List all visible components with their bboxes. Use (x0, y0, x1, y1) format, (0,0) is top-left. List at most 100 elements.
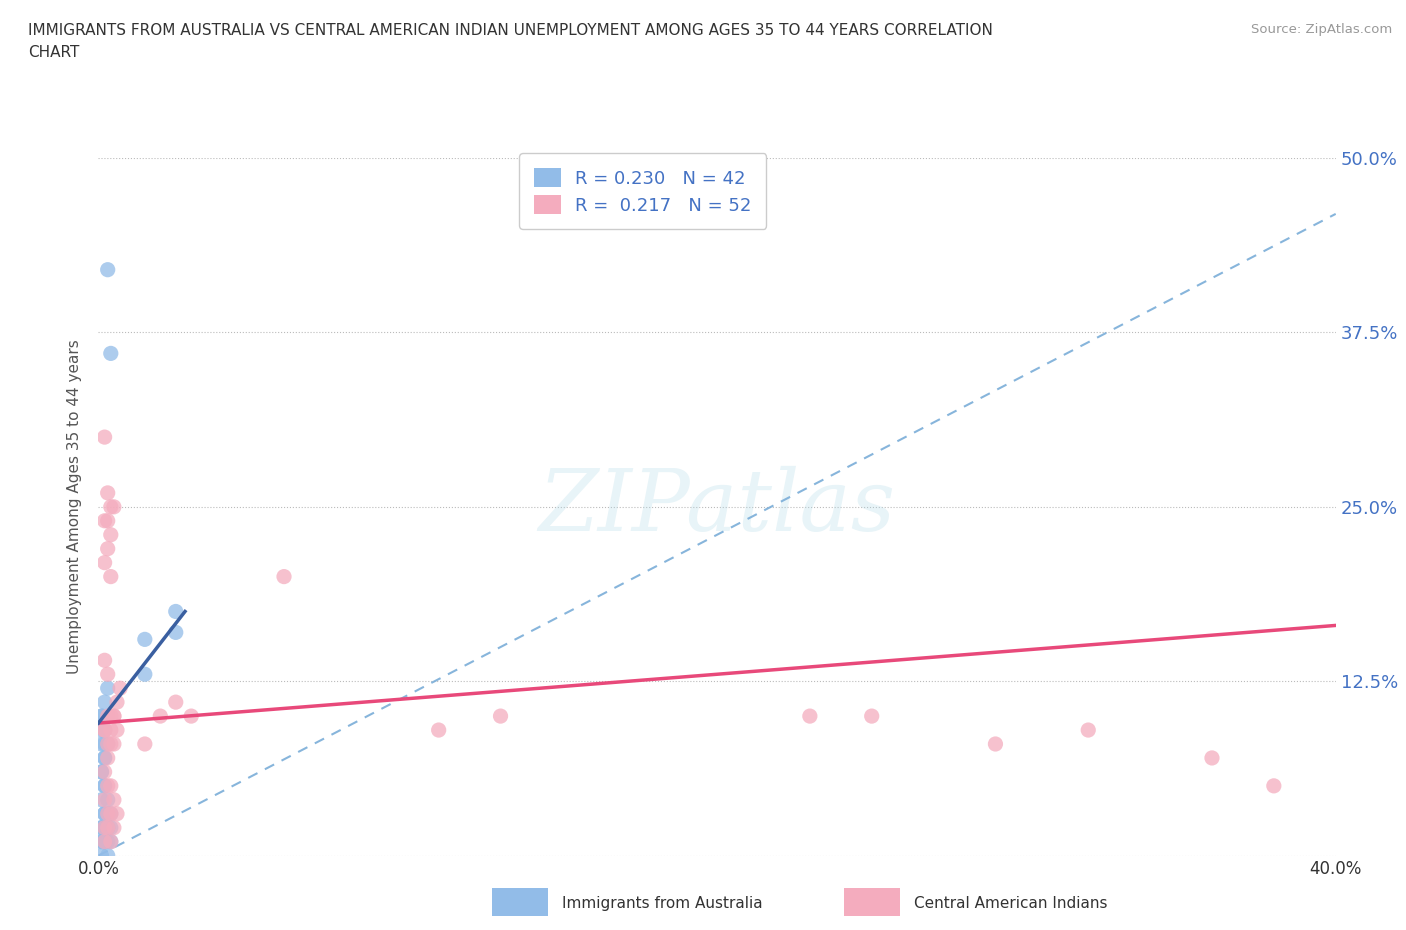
Point (97, 806, 120, 821)
Point (103, 820, 125, 835)
Y-axis label: Unemployment Among Ages 35 to 44 years: Unemployment Among Ages 35 to 44 years (67, 339, 83, 674)
Point (165, 604, 187, 619)
Point (97, 513, 120, 528)
Point (97, 709, 120, 724)
Point (100, 499, 122, 514)
Point (90, 709, 112, 724)
Point (90, 848, 112, 863)
Point (100, 723, 122, 737)
Legend: R = 0.230   N = 42, R =  0.217   N = 52: R = 0.230 N = 42, R = 0.217 N = 52 (519, 153, 766, 229)
Point (100, 834, 122, 849)
Point (103, 709, 125, 724)
Point (97, 681, 120, 696)
Point (93, 764, 115, 779)
Point (93, 737, 115, 751)
Point (103, 737, 125, 751)
Text: IMMIGRANTS FROM AUSTRALIA VS CENTRAL AMERICAN INDIAN UNEMPLOYMENT AMONG AGES 35 : IMMIGRANTS FROM AUSTRALIA VS CENTRAL AME… (28, 23, 993, 38)
Point (97, 820, 120, 835)
Point (108, 681, 131, 696)
Point (489, 709, 512, 724)
Point (93, 820, 115, 835)
Point (100, 806, 122, 821)
Point (100, 834, 122, 849)
Point (90, 834, 112, 849)
Point (180, 709, 202, 724)
Point (97, 737, 120, 751)
Point (93, 778, 115, 793)
Point (97, 667, 120, 682)
Point (860, 709, 883, 724)
Point (165, 625, 187, 640)
Point (93, 751, 115, 765)
Point (97, 485, 120, 500)
Point (100, 569, 122, 584)
Point (97, 834, 120, 849)
Point (93, 430, 115, 445)
Point (97, 820, 120, 835)
Point (165, 695, 187, 710)
Point (93, 513, 115, 528)
Point (103, 499, 125, 514)
Point (97, 792, 120, 807)
Point (427, 723, 450, 737)
Point (1077, 723, 1099, 737)
Point (93, 695, 115, 710)
Point (100, 820, 122, 835)
Point (97, 806, 120, 821)
Point (100, 346, 122, 361)
Point (105, 806, 128, 821)
Text: Immigrants from Australia: Immigrants from Australia (562, 897, 763, 911)
Point (93, 723, 115, 737)
Point (93, 834, 115, 849)
Point (90, 737, 112, 751)
Point (93, 723, 115, 737)
Point (97, 778, 120, 793)
Point (134, 667, 156, 682)
Point (105, 695, 128, 710)
Text: CHART: CHART (28, 45, 80, 60)
Point (90, 709, 112, 724)
Point (90, 764, 112, 779)
Point (103, 792, 125, 807)
Point (97, 737, 120, 751)
Point (97, 820, 120, 835)
Point (97, 541, 120, 556)
Point (90, 834, 112, 849)
Point (149, 709, 172, 724)
Point (97, 848, 120, 863)
Point (1201, 751, 1223, 765)
Point (103, 709, 125, 724)
Point (984, 737, 1007, 751)
Point (93, 653, 115, 668)
Point (100, 709, 122, 724)
Point (799, 709, 821, 724)
Text: Central American Indians: Central American Indians (914, 897, 1108, 911)
Point (93, 834, 115, 849)
Point (97, 262, 120, 277)
Point (134, 737, 156, 751)
Point (90, 820, 112, 835)
Point (93, 834, 115, 849)
Point (134, 632, 156, 647)
Point (90, 792, 112, 807)
Point (1263, 778, 1285, 793)
Point (97, 751, 120, 765)
Point (93, 834, 115, 849)
Point (90, 820, 112, 835)
Point (105, 723, 128, 737)
Point (93, 723, 115, 737)
Point (93, 820, 115, 835)
Point (90, 764, 112, 779)
Point (100, 737, 122, 751)
Point (93, 751, 115, 765)
Text: ZIPatlas: ZIPatlas (538, 466, 896, 548)
Point (90, 723, 112, 737)
Point (93, 806, 115, 821)
Point (273, 569, 295, 584)
Point (93, 555, 115, 570)
Point (100, 778, 122, 793)
Point (93, 778, 115, 793)
Point (100, 527, 122, 542)
Point (93, 792, 115, 807)
Point (100, 806, 122, 821)
